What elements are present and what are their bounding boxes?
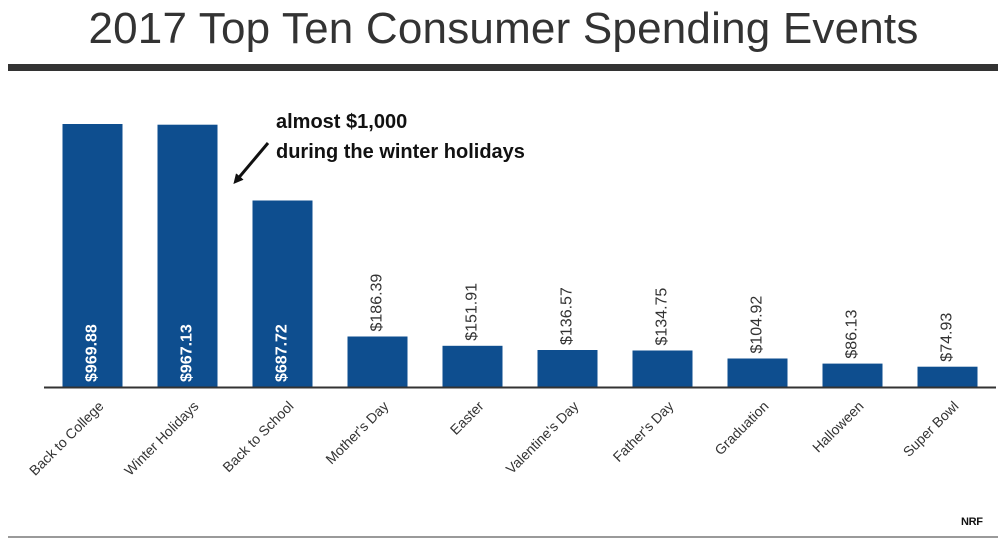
annotation-arrow	[233, 142, 270, 185]
data-label-super-bowl: $74.93	[939, 313, 956, 362]
bar-back-to-college	[62, 124, 123, 387]
category-label-back-to-school: Back to School	[219, 398, 296, 475]
bar-back-to-school	[252, 200, 313, 387]
nrf-logo: NRF	[961, 516, 983, 528]
category-label-mother-s-day: Mother's Day	[322, 398, 391, 467]
bar-mother-s-day	[347, 336, 408, 387]
footer-rule	[8, 536, 998, 538]
annotation-text: almost $1,000 during the winter holidays	[276, 107, 525, 167]
category-label-super-bowl: Super Bowl	[900, 398, 962, 460]
data-label-winter-holidays: $967.13	[179, 324, 196, 382]
data-label-back-to-college: $969.88	[84, 324, 101, 382]
category-label-father-s-day: Father's Day	[610, 398, 677, 465]
data-label-mother-s-day: $186.39	[369, 274, 386, 332]
category-label-graduation: Graduation	[711, 398, 771, 458]
category-label-halloween: Halloween	[809, 398, 867, 456]
bar-graduation	[727, 358, 788, 387]
data-label-valentine-s-day: $136.57	[559, 287, 576, 345]
bar-father-s-day	[632, 350, 693, 387]
bar-halloween	[822, 363, 883, 387]
annotation-line-2: during the winter holidays	[276, 141, 525, 163]
category-label-easter: Easter	[447, 398, 487, 438]
annotation-line-1: almost $1,000	[276, 111, 408, 133]
bar-easter	[442, 345, 503, 387]
category-label-back-to-college: Back to College	[26, 398, 107, 479]
category-label-winter-holidays: Winter Holidays	[121, 398, 202, 479]
bar-valentine-s-day	[537, 350, 598, 387]
data-label-back-to-school: $687.72	[274, 324, 291, 382]
data-label-easter: $151.91	[464, 283, 481, 341]
bar-super-bowl	[917, 366, 978, 387]
title-underline	[8, 64, 998, 71]
data-label-graduation: $104.92	[749, 296, 766, 354]
data-label-halloween: $86.13	[844, 310, 861, 359]
bar-winter-holidays	[157, 124, 218, 387]
chart-title: 2017 Top Ten Consumer Spending Events	[88, 4, 919, 53]
category-label-valentine-s-day: Valentine's Day	[503, 398, 582, 477]
data-label-father-s-day: $134.75	[654, 288, 671, 346]
